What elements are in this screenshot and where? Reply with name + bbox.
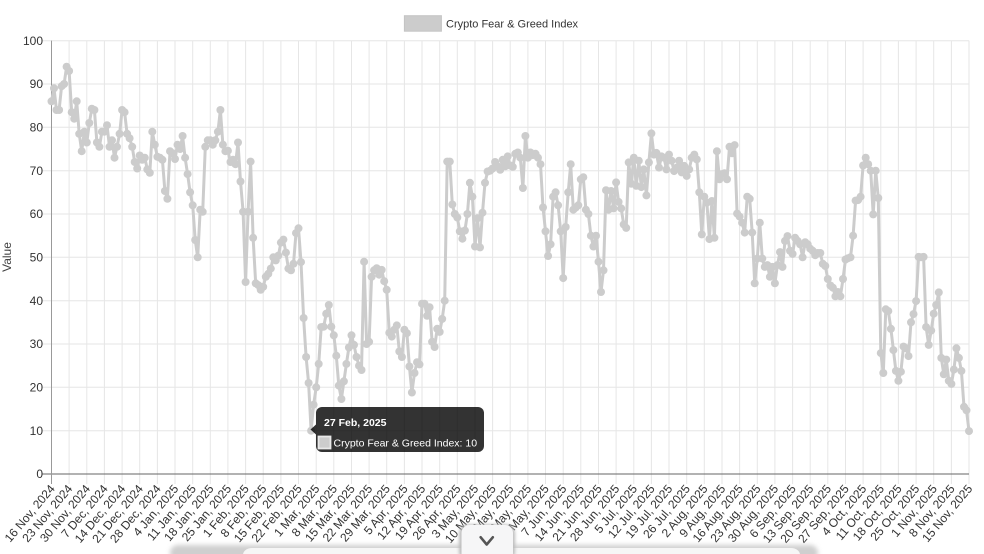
svg-text:27 Feb, 2025: 27 Feb, 2025 [324, 417, 387, 429]
svg-text:Value: Value [0, 242, 14, 272]
svg-text:100: 100 [23, 34, 43, 48]
svg-text:80: 80 [30, 121, 44, 135]
svg-text:20: 20 [30, 381, 44, 395]
svg-text:30: 30 [30, 337, 44, 351]
svg-text:10: 10 [30, 424, 44, 438]
svg-text:Crypto Fear & Greed Index: Crypto Fear & Greed Index [446, 19, 579, 31]
svg-text:0: 0 [36, 467, 43, 481]
svg-text:70: 70 [30, 164, 44, 178]
svg-text:50: 50 [30, 251, 44, 265]
svg-text:60: 60 [30, 207, 44, 221]
svg-text:90: 90 [30, 77, 44, 91]
svg-text:Crypto Fear & Greed Index: 10: Crypto Fear & Greed Index: 10 [334, 438, 478, 450]
svg-text:40: 40 [30, 294, 44, 308]
